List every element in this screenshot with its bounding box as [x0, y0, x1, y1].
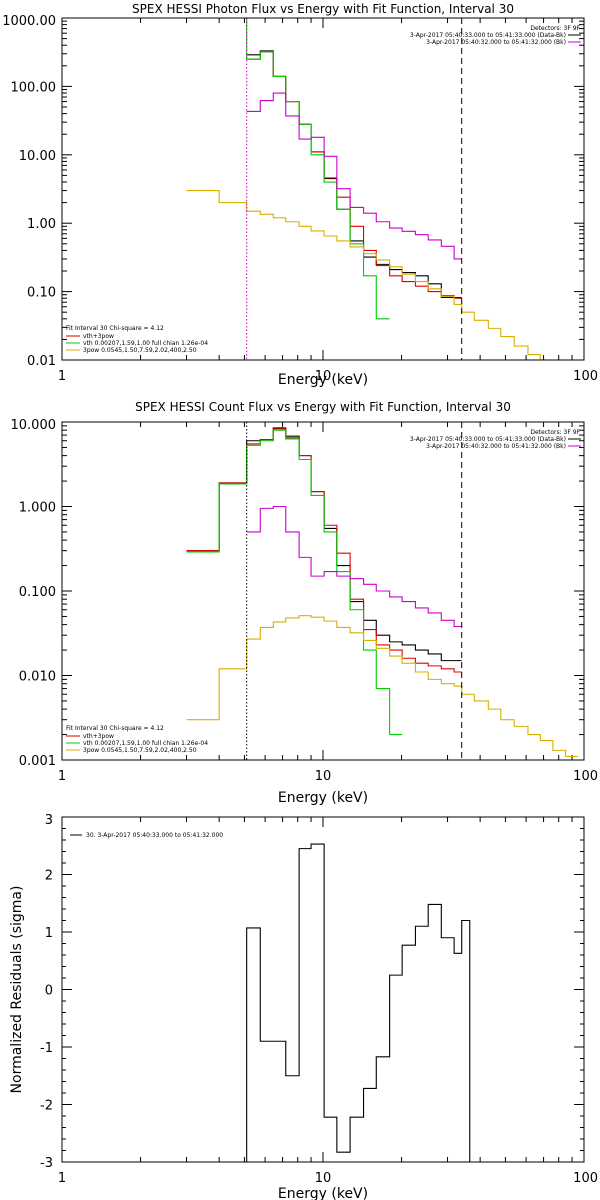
x-tick-label: 10: [315, 369, 332, 384]
x-tick-label: 1: [58, 369, 66, 384]
series-line: [186, 18, 390, 320]
y-tick-label: 0.010: [19, 670, 56, 685]
x-tick-label: 1: [58, 769, 66, 784]
plot-frame: [61, 816, 585, 1163]
legend-entry-label: 3-Apr-2017 05:40:32.000 to 05:41:32.000 …: [426, 39, 566, 46]
residual-legend-label: 30. 3-Apr-2017 05:40:33.000 to 05:41:32.…: [86, 832, 223, 839]
legend-entry-label: 3-Apr-2017 05:40:32.000 to 05:41:32.000 …: [426, 443, 566, 450]
plot-area: [186, 18, 553, 360]
photon-flux-panel: SPEX HESSI Photon Flux vs Energy with Fi…: [2, 2, 598, 388]
legend-entry-label: 3-Apr-2017 05:40:33.000 to 05:41:33.000 …: [410, 32, 566, 39]
y-tick-label: 0.001: [19, 754, 56, 769]
series-line: [186, 190, 553, 360]
x-tick-label: 100: [573, 1171, 598, 1186]
fit-legend-entry-label: vth 0.00207,1.59,1.00 full chian 1.26e-0…: [83, 340, 208, 347]
y-tick-label: 3: [45, 813, 53, 828]
chart-title: SPEX HESSI Photon Flux vs Energy with Fi…: [132, 2, 514, 16]
y-tick-label: 0.10: [27, 286, 56, 301]
residuals-panel: 1 10 100 -3 -2 -1 0 1 2 3 Energy (keV) Normalized R…: [9, 813, 598, 1200]
fit-legend-entry-label: vth+3pow: [83, 333, 114, 340]
series-line: [246, 843, 471, 1162]
x-axis-label: Energy (keV): [278, 790, 368, 806]
y-tick-label: 2: [45, 869, 53, 884]
y-tick-label: 10.00: [19, 149, 56, 164]
y-tick-label: 0.01: [27, 354, 56, 369]
chart-title: SPEX HESSI Count Flux vs Energy with Fit…: [135, 400, 511, 414]
fit-legend-entry-label: vth+3pow: [83, 733, 114, 740]
y-tick-label: 1.000: [19, 501, 56, 516]
fit-legend-entry-label: 3pow 0.0545,1.50,7.59,2.02,400,2.50: [83, 347, 197, 354]
fit-legend-header: Fit Interval 30 Chi-square = 4.12: [66, 325, 164, 332]
x-axis-label: Energy (keV): [278, 1186, 368, 1200]
legend-entry-label: 3-Apr-2017 05:40:33.000 to 05:41:33.000 …: [410, 436, 566, 443]
series-line: [246, 92, 462, 260]
legend-header: Detectors: 3F 9F: [530, 429, 580, 436]
y-tick-label: 1.00: [27, 217, 56, 232]
fit-legend-entry-label: vth 0.00207,1.59,1.00 full chian 1.26e-0…: [83, 740, 208, 747]
x-tick-label: 10: [315, 769, 332, 784]
x-tick-label: 1: [58, 1171, 66, 1186]
y-tick-label: 100.00: [11, 80, 57, 95]
series-line: [246, 51, 462, 299]
x-axis-label: Energy (keV): [278, 372, 368, 388]
plot-area: [246, 843, 471, 1162]
y-tick-label: 0.100: [19, 585, 56, 600]
x-tick-label: 100: [573, 369, 598, 384]
y-axis-label: Normalized Residuals (sigma): [9, 886, 25, 1094]
x-tick-label: 10: [315, 1171, 332, 1186]
x-tick-label: 100: [573, 769, 598, 784]
y-tick-label: -2: [40, 1099, 53, 1114]
y-tick-label: -3: [40, 1156, 53, 1171]
fit-legend-header: Fit Interval 30 Chi-square = 4.12: [66, 725, 164, 732]
series-line: [186, 427, 462, 662]
plot-frame: [61, 421, 585, 761]
count-flux-panel: SPEX HESSI Count Flux vs Energy with Fit…: [11, 400, 599, 806]
series-line: [186, 428, 462, 673]
plot-frame: [61, 17, 585, 361]
fit-legend-entry-label: 3pow 0.0545,1.50,7.59,2.02,400,2.50: [83, 747, 197, 754]
series-line: [246, 50, 462, 299]
y-tick-label: 1000.00: [2, 14, 56, 29]
y-tick-label: -1: [40, 1041, 53, 1056]
y-tick-label: 10.000: [11, 418, 57, 433]
y-tick-label: 0: [45, 984, 53, 999]
plot-area: [186, 422, 579, 760]
series-line: [186, 615, 579, 758]
series-line: [246, 505, 462, 628]
series-line: [186, 429, 403, 736]
legend-header: Detectors: 3F 9F: [530, 25, 580, 32]
y-tick-label: 1: [45, 926, 53, 941]
